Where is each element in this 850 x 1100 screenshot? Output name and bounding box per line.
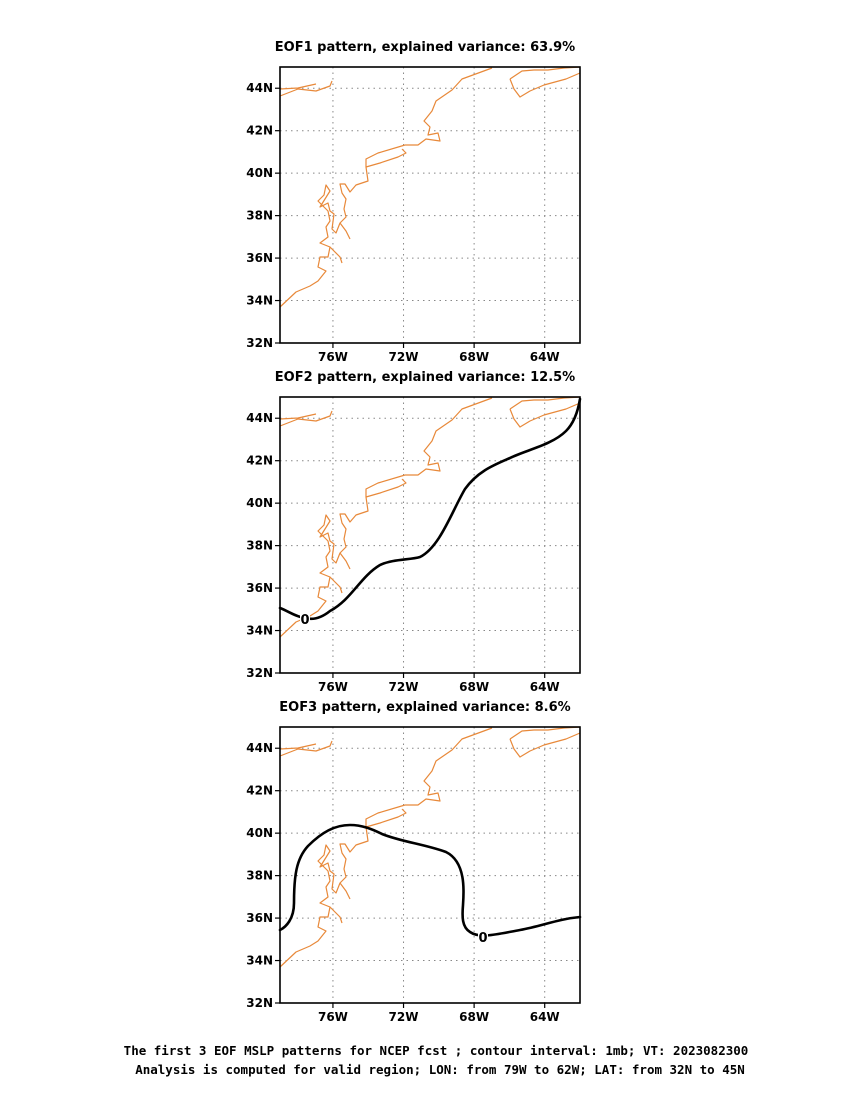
lat-tick-label: 40N	[246, 826, 273, 840]
grid-lines	[280, 67, 580, 343]
coastline-segment	[365, 67, 493, 168]
lon-tick-label: 68W	[459, 350, 489, 364]
lon-tick-label: 76W	[318, 680, 348, 694]
lat-tick-label: 34N	[246, 624, 273, 638]
contour-label-bg	[478, 929, 488, 944]
lat-tick-label: 44N	[246, 81, 273, 95]
zero-contour: 0	[278, 823, 582, 946]
lat-tick-label: 32N	[246, 996, 273, 1010]
coastline	[279, 66, 581, 308]
coastline-segment	[279, 826, 369, 968]
footer-line-1: The first 3 EOF MSLP patterns for NCEP f…	[124, 1043, 749, 1058]
contour-label: 0	[300, 613, 309, 628]
lat-tick-label: 38N	[246, 209, 273, 223]
eof-panel-2: EOF2 pattern, explained variance: 12.5% 0…	[246, 370, 582, 694]
coastline-segment	[279, 410, 333, 427]
zero-contour: 0	[278, 397, 582, 628]
lon-tick-label: 72W	[389, 350, 419, 364]
contour-line	[278, 397, 582, 621]
coastline-segment	[509, 396, 581, 428]
footer-line-2: Analysis is computed for valid region; L…	[135, 1062, 745, 1077]
panel-title: EOF2 pattern, explained variance: 12.5%	[275, 370, 575, 385]
coastline-segment	[509, 66, 581, 98]
coastline-segment	[279, 496, 369, 638]
grid-lines	[280, 397, 580, 673]
map-frame	[279, 396, 581, 674]
lat-tick-label: 44N	[246, 411, 273, 425]
lat-tick-label: 32N	[246, 336, 273, 350]
panel-title: EOF3 pattern, explained variance: 8.6%	[279, 700, 570, 715]
map-frame	[279, 66, 581, 344]
coastline-segment	[329, 882, 351, 924]
lat-tick-label: 40N	[246, 166, 273, 180]
lat-tick-label: 42N	[246, 784, 273, 798]
coastline-segment	[279, 740, 333, 757]
lon-tick-label: 68W	[459, 680, 489, 694]
lat-tick-label: 42N	[246, 454, 273, 468]
coastline-segment	[279, 166, 369, 308]
coastline	[279, 726, 581, 968]
coastline-segment	[329, 222, 351, 264]
lon-tick-label: 72W	[389, 1010, 419, 1024]
lat-tick-label: 34N	[246, 954, 273, 968]
lat-tick-label: 36N	[246, 911, 273, 925]
lon-tick-label: 64W	[530, 680, 560, 694]
lat-tick-label: 40N	[246, 496, 273, 510]
lon-tick-label: 64W	[530, 1010, 560, 1024]
lat-tick-label: 38N	[246, 869, 273, 883]
eof-panel-3: EOF3 pattern, explained variance: 8.6% 0 4…	[246, 700, 582, 1024]
lat-tick-label: 34N	[246, 294, 273, 308]
eof-panel-1: EOF1 pattern, explained variance: 63.9% 4…	[246, 40, 581, 364]
contour-label-bg	[300, 611, 310, 626]
coastline-segment	[365, 397, 493, 498]
lat-tick-label: 32N	[246, 666, 273, 680]
lat-tick-label: 38N	[246, 539, 273, 553]
lat-tick-label: 36N	[246, 251, 273, 265]
lon-tick-label: 64W	[530, 350, 560, 364]
lat-tick-label: 42N	[246, 124, 273, 138]
contour-label: 0	[478, 931, 487, 946]
coastline-segment	[279, 80, 333, 97]
map-frame	[279, 726, 581, 1004]
lon-tick-label: 68W	[459, 1010, 489, 1024]
coastline-segment	[365, 727, 493, 828]
coastline	[279, 396, 581, 638]
panel-title: EOF1 pattern, explained variance: 63.9%	[275, 40, 575, 55]
grid-lines	[280, 727, 580, 1003]
lon-tick-label: 72W	[389, 680, 419, 694]
coastline-segment	[509, 726, 581, 758]
lon-tick-label: 76W	[318, 1010, 348, 1024]
lat-tick-label: 44N	[246, 741, 273, 755]
contour-line	[278, 823, 582, 937]
lon-tick-label: 76W	[318, 350, 348, 364]
coastline-segment	[329, 552, 351, 594]
lat-tick-label: 36N	[246, 581, 273, 595]
